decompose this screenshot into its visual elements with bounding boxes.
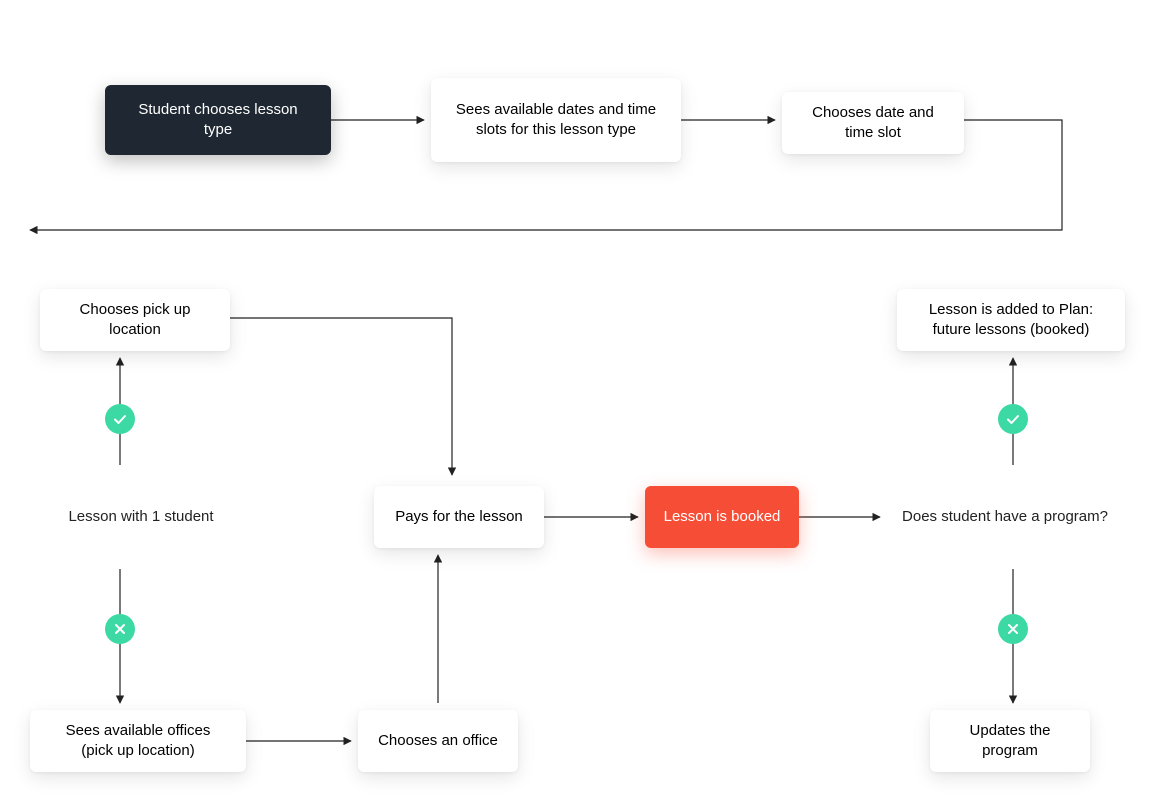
node-label: Chooses date and time slot — [800, 103, 946, 144]
node-sees-dates: Sees available dates and time slots for … — [431, 78, 681, 162]
node-label: Updates the program — [948, 721, 1072, 762]
decision-lesson-1-student-label: Lesson with 1 student — [36, 472, 246, 562]
node-label: Lesson is booked — [664, 507, 781, 527]
node-sees-offices: Sees available offices (pick up location… — [30, 710, 246, 772]
node-chooses-office: Chooses an office — [358, 710, 518, 772]
check-icon — [105, 404, 135, 434]
node-choose-lesson-type: Student chooses lesson type — [105, 85, 331, 155]
cross-icon — [998, 614, 1028, 644]
node-pays: Pays for the lesson — [374, 486, 544, 548]
node-choose-date: Chooses date and time slot — [782, 92, 964, 154]
node-added-to-plan: Lesson is added to Plan: future lessons … — [897, 289, 1125, 351]
node-label: Chooses an office — [378, 731, 498, 751]
node-label: Does student have a program? — [902, 507, 1108, 527]
node-label: Sees available dates and time slots for … — [449, 100, 663, 141]
node-label: Lesson with 1 student — [68, 507, 213, 527]
node-lesson-booked: Lesson is booked — [645, 486, 799, 548]
node-label: Chooses pick up location — [58, 300, 212, 341]
decision-has-program-label: Does student have a program? — [900, 472, 1110, 562]
check-icon — [998, 404, 1028, 434]
node-label: Sees available offices (pick up location… — [48, 721, 228, 762]
flow-edge — [230, 318, 452, 475]
node-label: Pays for the lesson — [395, 507, 523, 527]
node-label: Student chooses lesson type — [123, 100, 313, 141]
node-choose-pickup: Chooses pick up location — [40, 289, 230, 351]
cross-icon — [105, 614, 135, 644]
node-updates-program: Updates the program — [930, 710, 1090, 772]
node-label: Lesson is added to Plan: future lessons … — [915, 300, 1107, 341]
